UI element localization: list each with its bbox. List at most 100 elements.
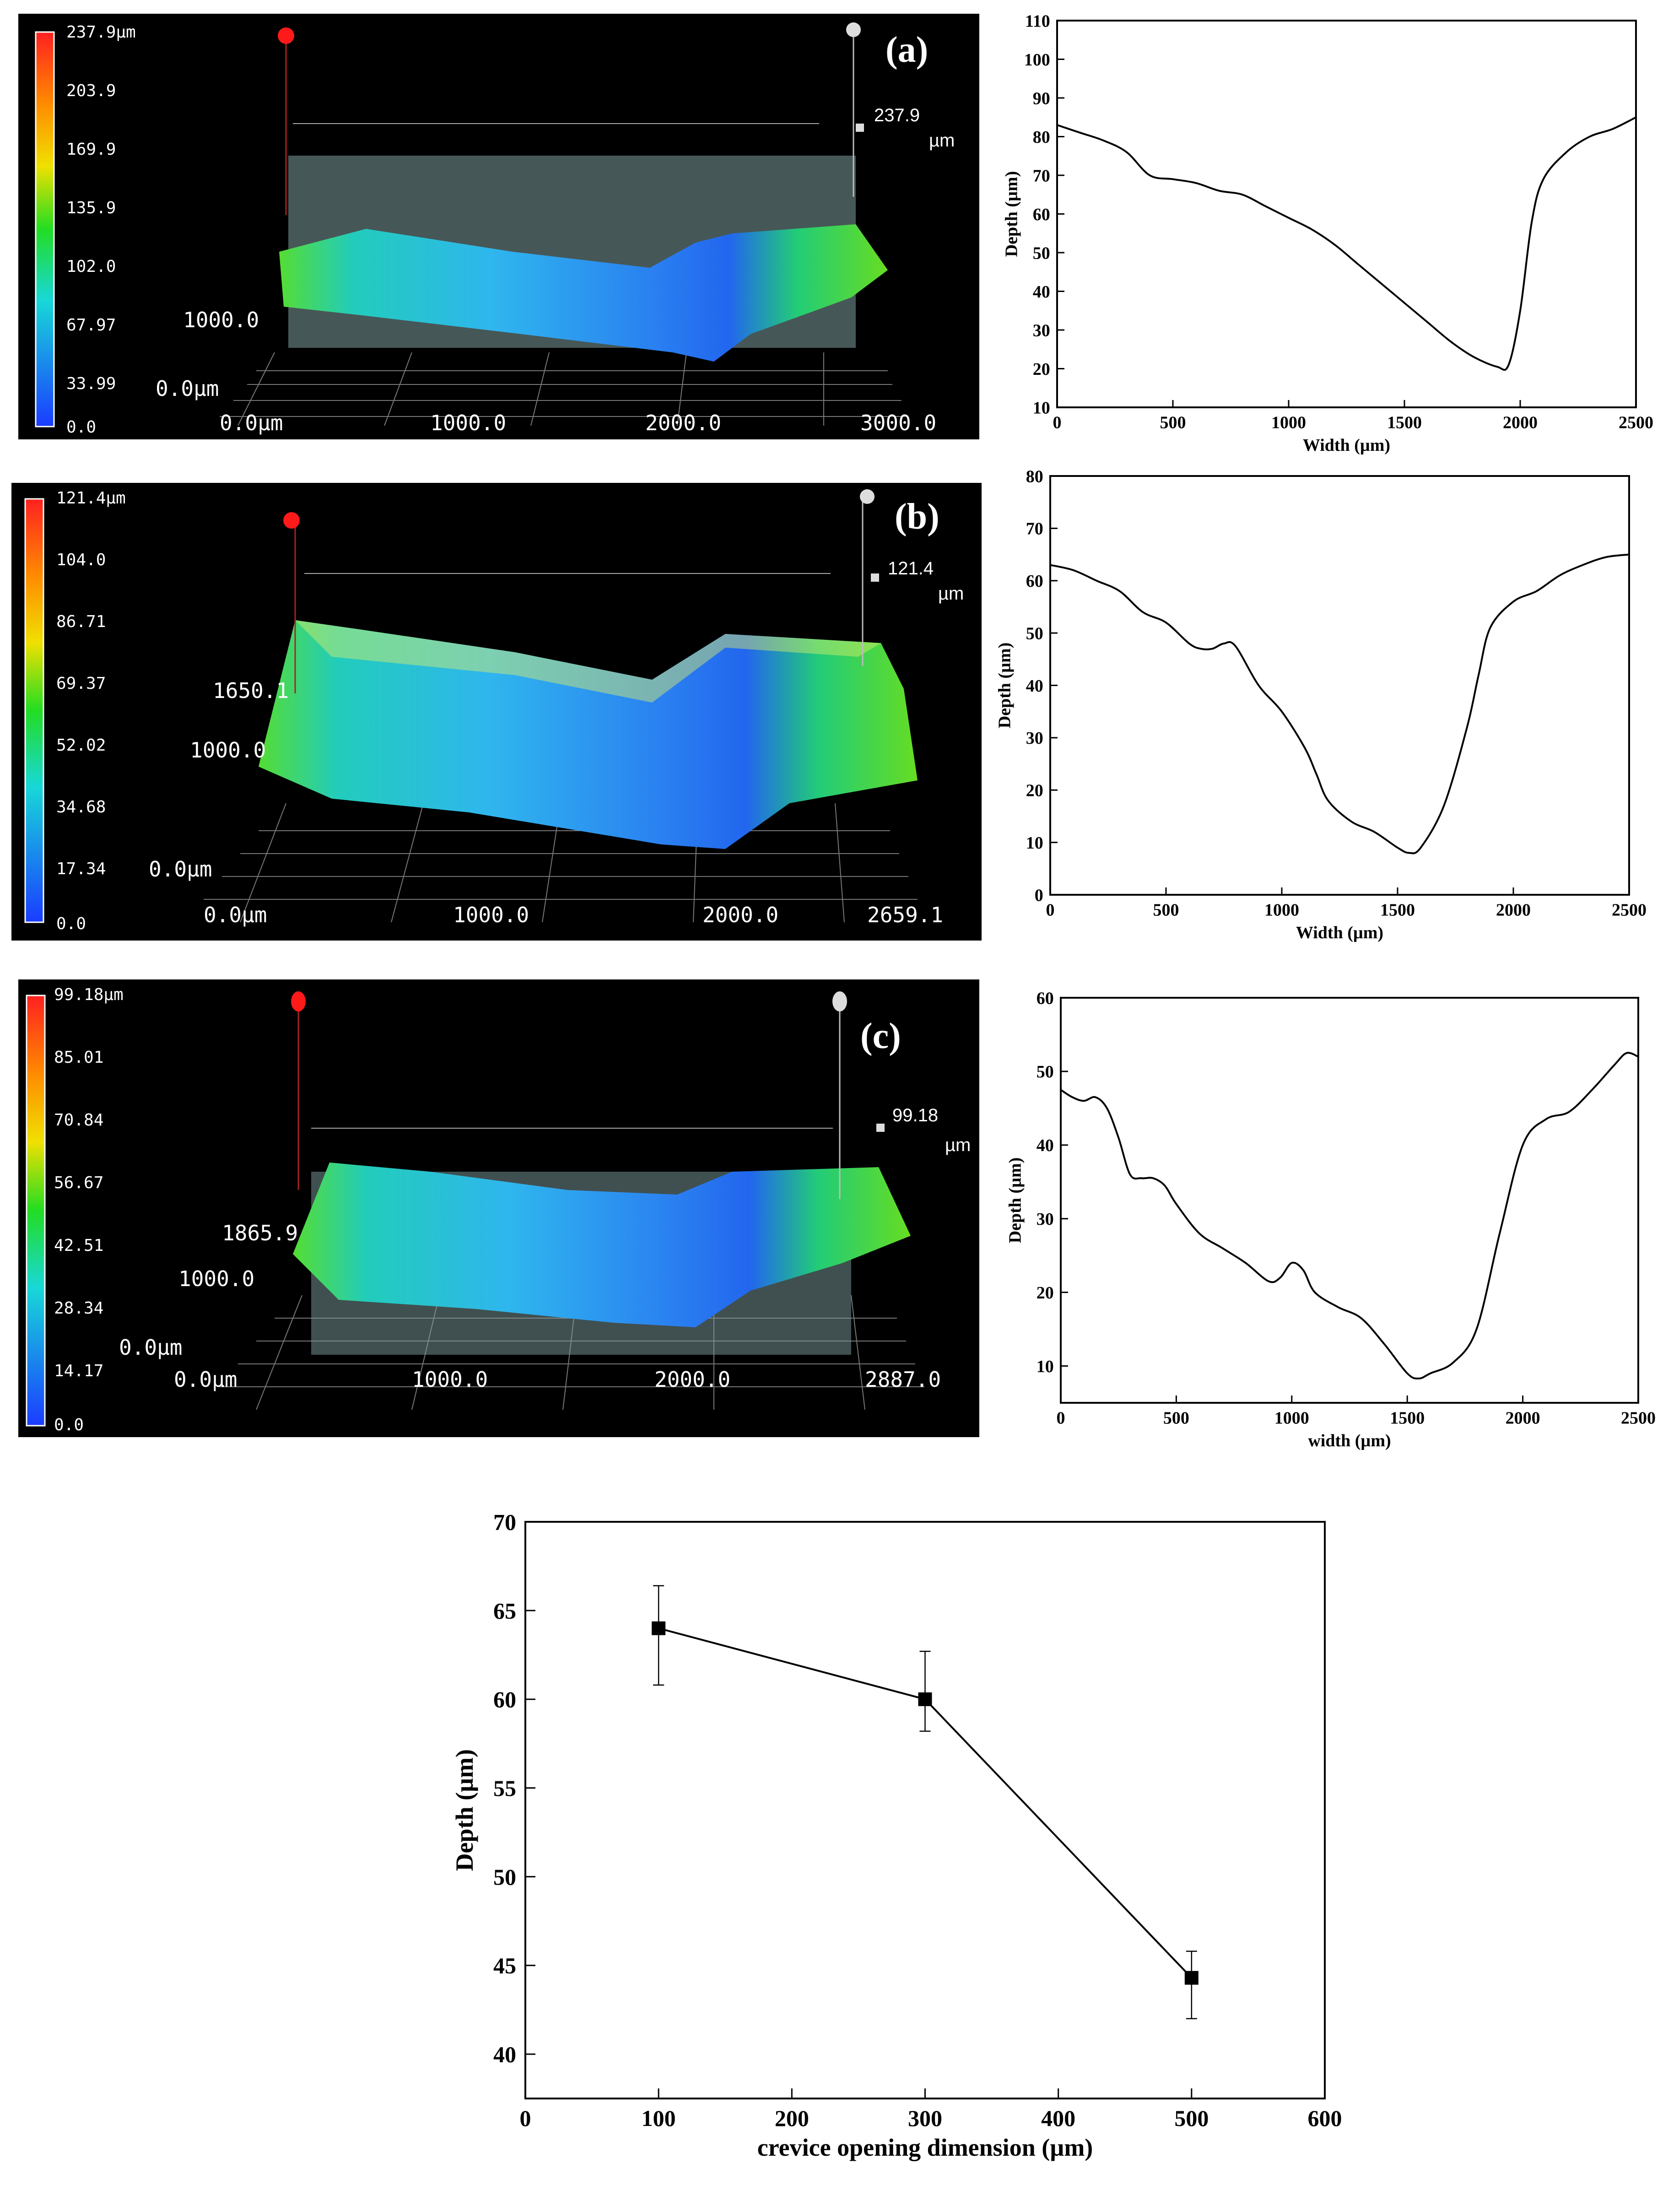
y-tick-label: 50 <box>1026 624 1043 643</box>
colorbar-tick: 70.84 <box>54 1111 103 1130</box>
colorbar-tick: 42.51 <box>54 1236 103 1255</box>
colorbar-tick: 14.17 <box>54 1362 103 1380</box>
plot-frame <box>524 1521 1326 2099</box>
colorbar-tick: 0.0 <box>56 914 86 933</box>
y-axis-label: 1000.0 <box>178 1266 254 1291</box>
y-tick-label: 110 <box>1025 11 1050 31</box>
panel-c-axis-labels: 1865.9 1000.0 0.0µm 0.0µm 1000.0 2000.0 … <box>119 1221 941 1392</box>
panel-a-surface <box>279 224 888 362</box>
x-axis-label: 2887.0 <box>865 1367 941 1392</box>
x-tick-label: 1500 <box>1380 901 1415 920</box>
x-tick-label: 2000 <box>1496 901 1531 920</box>
y-tick-label: 45 <box>493 1953 516 1979</box>
panel-b-surface-highlight <box>295 620 881 703</box>
y-tick-label: 70 <box>1033 166 1050 185</box>
panel-a-left-marker <box>278 27 294 44</box>
y-tick-label: 20 <box>1037 1283 1054 1303</box>
panel-b-height-marker <box>871 573 879 582</box>
x-tick-label: 1000 <box>1271 413 1306 433</box>
x-axis-label: 0.0µm <box>220 411 283 435</box>
x-axis-label: 1000.0 <box>430 411 506 435</box>
y-axis-title: Depth (µm) <box>451 1749 478 1871</box>
panel-b-colorbar <box>24 498 44 923</box>
series-line <box>1060 1052 1639 1379</box>
panel-a-height-unit: µm <box>929 130 955 151</box>
x-tick-label: 300 <box>908 2105 942 2131</box>
x-tick-label: 0 <box>1053 413 1062 433</box>
x-tick-label: 500 <box>1174 2105 1209 2131</box>
y-tick-label: 0 <box>1035 886 1043 905</box>
x-axis-label: 0.0µm <box>174 1367 237 1392</box>
x-tick-label: 0 <box>1046 901 1055 920</box>
x-axis-label: 2000.0 <box>645 411 721 435</box>
colorbar-tick: 104.0 <box>56 551 106 569</box>
panel-b-axis-labels: 1650.1 1000.0 0.0µm 0.0µm 1000.0 2000.0 … <box>149 678 943 927</box>
panel-a-axis-labels: 1000.0 0.0µm 0.0µm 1000.0 2000.0 3000.0 <box>156 308 936 435</box>
data-point <box>1184 1971 1199 1985</box>
profile-chart-a: 0 500 1000 1500 2000 2500 10 20 30 40 50 60 70 80 90 10… <box>1002 11 1653 455</box>
panel-c-3d: 99.18µm 85.01 70.84 56.67 42.51 28.34 14… <box>18 979 979 1437</box>
colorbar-tick: 56.67 <box>54 1174 103 1192</box>
y-tick-label: 55 <box>493 1775 516 1801</box>
panel-c-surface <box>293 1163 911 1327</box>
y-tick-label: 80 <box>1026 467 1043 486</box>
x-tick-label: 100 <box>642 2105 676 2131</box>
colorbar-tick: 85.01 <box>54 1048 103 1067</box>
x-axis-title: Width (µm) <box>1303 436 1390 455</box>
data-point <box>652 1621 666 1635</box>
y-axis-title: Depth (µm) <box>1002 171 1021 257</box>
panel-a-3d: 237.9µm 203.9 169.9 135.9 102.0 67.97 33… <box>18 14 979 439</box>
colorbar-tick: 34.68 <box>56 798 106 817</box>
colorbar-tick: 17.34 <box>56 860 106 878</box>
colorbar-tick: 135.9 <box>66 199 116 217</box>
x-tick-label: 2500 <box>1621 1409 1656 1428</box>
y-tick-label: 20 <box>1026 781 1043 800</box>
panel-b-height-label: 121.4 <box>888 558 934 579</box>
y-axis-label: 1650.1 <box>213 678 289 703</box>
y-tick-label: 100 <box>1024 50 1050 70</box>
series-line <box>1057 116 1636 371</box>
colorbar-tick: 169.9 <box>66 140 116 159</box>
y-axis-title: Depth (µm) <box>995 643 1015 729</box>
x-tick-label: 1500 <box>1390 1409 1425 1428</box>
y-tick-label: 40 <box>1037 1136 1054 1155</box>
x-axis-label: 3000.0 <box>860 411 936 435</box>
x-axis-label: 0.0µm <box>204 903 267 927</box>
panel-b-right-marker <box>860 489 875 504</box>
panel-b-height-unit: µm <box>938 584 964 604</box>
x-axis-label: 2000.0 <box>654 1367 730 1392</box>
y-tick-label: 10 <box>1033 398 1050 417</box>
colorbar-tick: 28.34 <box>54 1299 103 1318</box>
panel-a-height-marker <box>856 124 864 132</box>
colorbar-tick: 0.0 <box>54 1416 84 1434</box>
y-tick-label: 80 <box>1033 128 1050 147</box>
y-tick-label: 40 <box>1026 676 1043 696</box>
y-tick-label: 70 <box>1026 519 1043 539</box>
y-tick-label: 30 <box>1033 321 1050 340</box>
profile-chart-b: 0 500 1000 1500 2000 2500 0 10 20 30 40 50 60 70 80 Wid… <box>995 467 1647 942</box>
panel-b-colorbar-ticks: 121.4µm 104.0 86.71 69.37 52.02 34.68 17… <box>56 489 126 933</box>
panel-a-label: (a) <box>885 30 928 70</box>
x-tick-label: 2500 <box>1612 901 1647 920</box>
y-axis-label: 1865.9 <box>222 1221 298 1245</box>
y-tick-label: 60 <box>1037 989 1054 1008</box>
panel-a-colorbar-ticks: 237.9µm 203.9 169.9 135.9 102.0 67.97 33… <box>66 23 136 437</box>
panel-b-floor-grid <box>204 803 918 923</box>
y-tick-label: 40 <box>1033 282 1050 302</box>
panel-b-left-marker <box>283 512 300 529</box>
colorbar-tick: 67.97 <box>66 316 116 335</box>
y-axis-label: 0.0µm <box>119 1335 182 1360</box>
y-tick-label: 90 <box>1033 89 1050 108</box>
panel-c-height-unit: µm <box>945 1135 971 1155</box>
x-axis-title: width (µm) <box>1308 1431 1391 1450</box>
panel-b-label: (b) <box>895 497 939 537</box>
y-axis-label: 1000.0 <box>190 738 266 763</box>
panel-a-floor-grid <box>220 352 906 426</box>
x-axis-label: 1000.0 <box>412 1367 488 1392</box>
y-tick-label: 50 <box>1033 243 1050 263</box>
plot-frame <box>1056 20 1637 408</box>
panel-c-right-marker <box>832 991 847 1011</box>
x-tick-label: 1500 <box>1387 413 1422 433</box>
panel-c-height-marker <box>876 1124 885 1132</box>
data-point <box>918 1692 932 1706</box>
